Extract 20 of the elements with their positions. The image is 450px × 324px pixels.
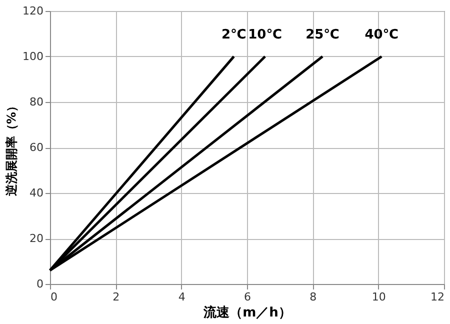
y-tick-label: 0 bbox=[36, 278, 44, 290]
y-axis-title: 逆洗展開率（%） bbox=[4, 100, 19, 198]
x-tick-label: 4 bbox=[178, 290, 186, 304]
y-tick-label: 120 bbox=[22, 4, 44, 18]
series-label: 2℃ bbox=[221, 28, 246, 43]
y-tick-label: 60 bbox=[30, 141, 44, 154]
x-axis-title: 流速（m／h） bbox=[202, 304, 292, 320]
series-label: 40℃ bbox=[364, 28, 399, 43]
y-tick-label: 40 bbox=[30, 186, 44, 200]
y-tick-label: 20 bbox=[30, 232, 44, 245]
x-tick-label: 8 bbox=[310, 290, 317, 304]
x-tick-label: 2 bbox=[112, 290, 120, 304]
x-tick-label: 0 bbox=[50, 290, 58, 304]
y-tick-label: 80 bbox=[30, 96, 44, 108]
series-label: 10℃ bbox=[248, 28, 282, 43]
x-tick-label: 10 bbox=[372, 290, 386, 304]
y-tick-label: 100 bbox=[22, 50, 44, 63]
x-tick-label: 6 bbox=[244, 290, 251, 304]
series-label: 25℃ bbox=[306, 28, 340, 43]
x-tick-label: 12 bbox=[430, 290, 444, 304]
